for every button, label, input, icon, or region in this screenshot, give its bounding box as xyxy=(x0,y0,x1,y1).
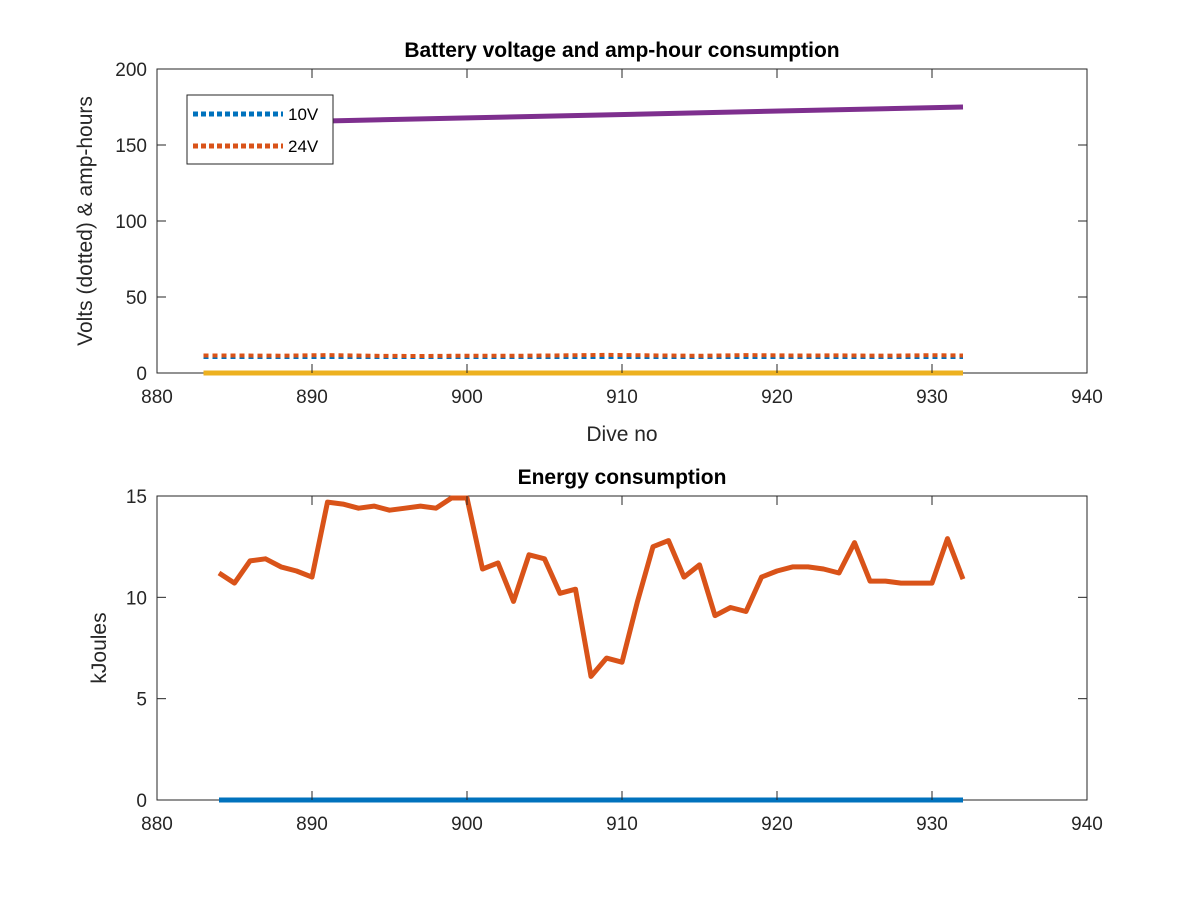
energy-series-line-1 xyxy=(217,495,966,679)
battery-series-line-24v xyxy=(203,352,964,358)
energy-x-tick-label: 880 xyxy=(141,814,173,835)
battery-chart: 880 890 900 910 920 930 940 0 50 100 150 200 Batter… xyxy=(74,39,1103,446)
energy-x-tick-label: 930 xyxy=(916,814,948,835)
battery-y-tick-label: 50 xyxy=(126,288,147,309)
legend-label-10v: 10V xyxy=(288,105,319,124)
legend-box xyxy=(186,94,334,165)
battery-y-tick-label: 0 xyxy=(136,364,147,385)
battery-x-tick-label: 890 xyxy=(296,387,328,408)
battery-y-tick-label: 150 xyxy=(115,136,147,157)
battery-x-tick-label: 940 xyxy=(1071,387,1103,408)
battery-x-tick-label: 930 xyxy=(916,387,948,408)
energy-x-tick-label: 920 xyxy=(761,814,793,835)
battery-y-tick-label: 200 xyxy=(115,60,147,81)
energy-x-tick-label: 900 xyxy=(451,814,483,835)
energy-y-tick-label: 15 xyxy=(126,487,147,508)
battery-x-tick-label: 900 xyxy=(451,387,483,408)
energy-y-tick-label: 0 xyxy=(136,791,147,812)
energy-y-axis-label: kJoules xyxy=(88,612,111,683)
energy-x-tick-label: 890 xyxy=(296,814,328,835)
battery-x-axis-label: Dive no xyxy=(586,423,657,446)
energy-x-tick-label: 910 xyxy=(606,814,638,835)
battery-x-tick-label: 880 xyxy=(141,387,173,408)
energy-chart-title: Energy consumption xyxy=(518,466,727,489)
battery-legend: 10V 24V xyxy=(186,94,334,165)
energy-series-group xyxy=(217,495,966,803)
energy-x-tick-label: 940 xyxy=(1071,814,1103,835)
energy-chart: 880 890 900 910 920 930 940 0 5 10 15 Energy consu… xyxy=(88,466,1103,835)
energy-plot-area xyxy=(156,495,1088,801)
energy-y-tick-label: 10 xyxy=(126,588,147,609)
battery-axes: 880 890 900 910 920 930 940 0 50 100 150 200 xyxy=(115,60,1103,408)
battery-chart-title: Battery voltage and amp-hour consumption xyxy=(404,39,839,62)
battery-y-tick-label: 100 xyxy=(115,212,147,233)
battery-x-tick-label: 910 xyxy=(606,387,638,408)
battery-y-axis-label: Volts (dotted) & amp-hours xyxy=(74,96,97,346)
energy-axes: 880 890 900 910 920 930 940 0 5 10 15 xyxy=(126,487,1103,835)
battery-x-tick-label: 920 xyxy=(761,387,793,408)
energy-y-tick-label: 5 xyxy=(136,690,147,711)
legend-label-24v: 24V xyxy=(288,137,319,156)
